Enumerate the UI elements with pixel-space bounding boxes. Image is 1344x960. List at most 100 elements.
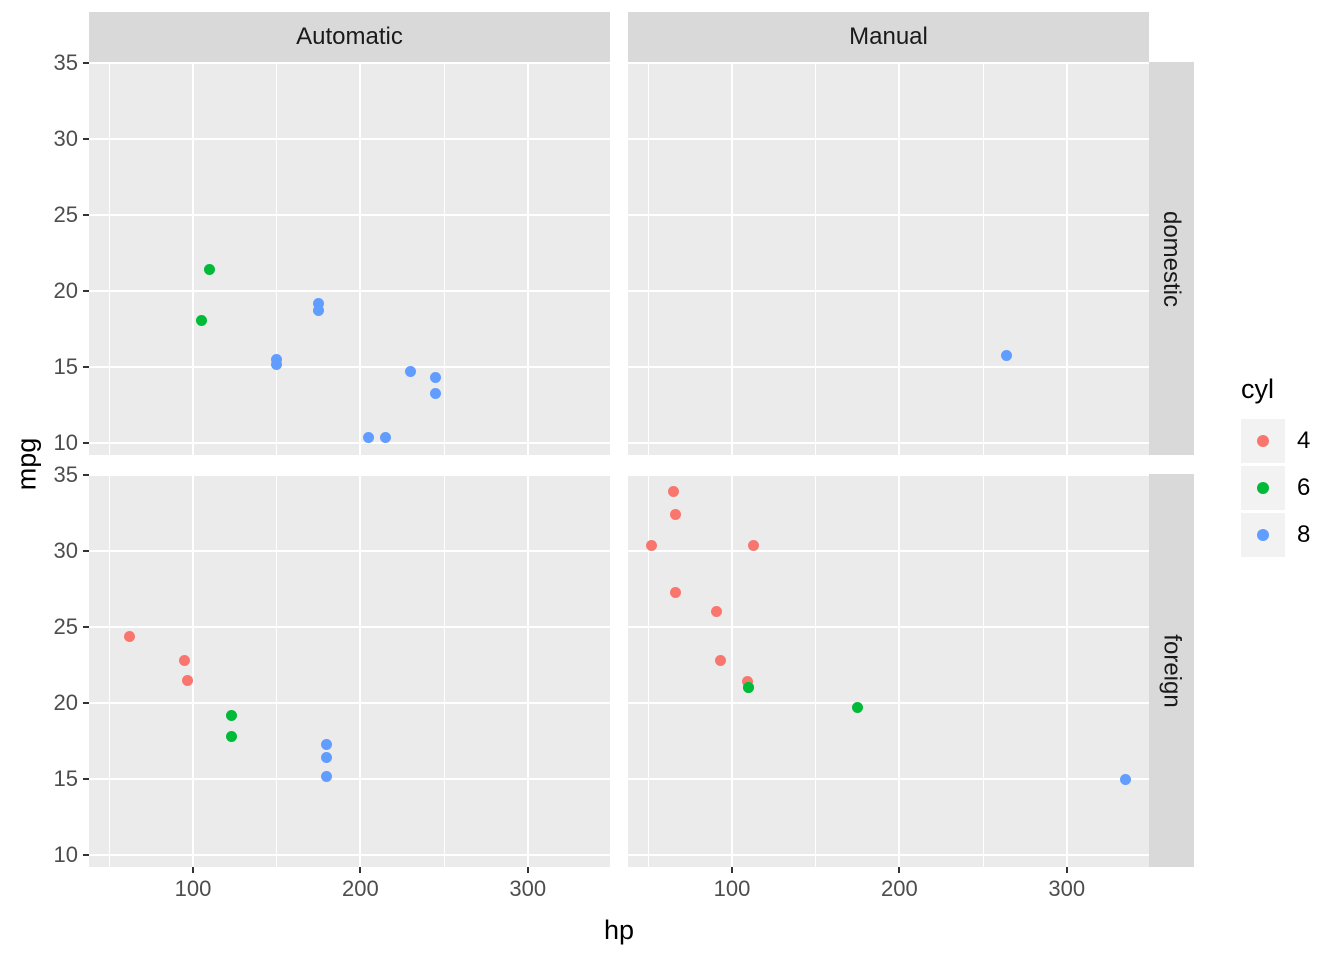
panel-automatic-domestic [89,62,610,455]
data-point [363,431,375,443]
x-axis-tick [731,867,734,873]
minor-gridline [276,474,278,867]
data-point [1000,349,1012,361]
point-icon [1257,529,1269,541]
y-tick-label: 20 [53,690,78,716]
data-point [741,676,753,688]
major-gridline [628,550,1149,553]
major-gridline [89,626,610,629]
major-gridline [628,854,1149,857]
y-tick-label: 35 [53,50,78,76]
data-point [321,752,333,764]
x-axis-tick [192,867,195,873]
legend-label: 4 [1297,427,1311,454]
minor-gridline [647,474,649,867]
x-tick-label: 200 [342,876,379,901]
y-tick-label: 15 [53,766,78,792]
major-gridline [89,550,610,553]
facet-strip-label: domestic [1158,210,1186,307]
data-point [430,387,442,399]
data-point [123,630,135,642]
y-tick-label: 25 [53,614,78,640]
major-gridline [89,62,610,65]
major-gridline [192,62,195,455]
data-point [226,731,237,743]
panel-manual-foreign [628,474,1149,867]
major-gridline [89,290,610,293]
panel-manual-domestic [628,62,1149,455]
y-tick-label: 30 [53,126,78,152]
x-tick-label: 200 [881,876,918,901]
data-point [714,655,726,667]
y-tick-label: 25 [53,202,78,228]
facet-strip-automatic: Automatic [89,12,610,62]
y-axis-tick [83,626,89,629]
major-gridline [89,778,610,781]
major-gridline [731,474,734,867]
y-axis-tick [83,290,89,293]
minor-gridline [982,62,984,455]
facet-strip-label: foreign [1158,633,1186,708]
y-tick-label: 20 [53,278,78,304]
point-icon [1257,435,1269,447]
legend-label: 6 [1297,474,1311,501]
major-gridline [628,214,1149,217]
data-point [743,682,755,694]
data-point [748,539,760,551]
x-tick-label: 100 [713,876,751,901]
major-gridline [1065,62,1068,455]
y-axis-tick [83,550,89,553]
data-point [313,297,325,309]
major-gridline [89,474,610,477]
major-gridline [89,442,610,445]
minor-gridline [815,62,817,455]
major-gridline [359,62,362,455]
major-gridline [628,366,1149,369]
data-point [852,702,864,714]
data-point [182,674,194,686]
y-axis-tick [83,854,89,857]
x-axis-tick [1065,867,1068,873]
data-point [195,314,207,326]
major-gridline [89,702,610,705]
minor-gridline [815,474,817,867]
major-gridline [89,138,610,141]
data-point [321,738,333,750]
x-tick-label: 100 [174,876,212,901]
data-point [646,539,658,551]
major-gridline [628,474,1149,477]
major-gridline [628,626,1149,629]
facet-strip-foreign: foreign [1149,474,1194,867]
minor-gridline [982,474,984,867]
minor-gridline [276,62,278,455]
x-tick-label: 300 [509,876,547,901]
x-axis-tick [898,867,901,873]
legend-item-cyl-6: 6 [1241,466,1310,510]
data-point [271,358,283,370]
major-gridline [359,474,362,867]
data-point [179,655,191,667]
point-icon [1257,482,1269,494]
major-gridline [898,62,901,455]
major-gridline [192,474,195,867]
legend-label: 8 [1297,521,1311,548]
panel-automatic-foreign [89,474,610,867]
legend-item-cyl-4: 4 [1241,419,1310,463]
major-gridline [628,778,1149,781]
data-point [321,770,333,782]
major-gridline [1065,474,1068,867]
legend: cyl 4 6 8 [1241,374,1310,560]
major-gridline [628,442,1149,445]
data-point [204,264,216,276]
major-gridline [628,290,1149,293]
legend-key-swatch [1241,513,1285,557]
data-point [226,709,237,721]
y-tick-label: 35 [53,462,78,488]
legend-item-cyl-8: 8 [1241,513,1310,557]
major-gridline [731,62,734,455]
facet-strip-label: Manual [849,23,928,50]
major-gridline [628,62,1149,65]
x-axis-tick [359,867,362,873]
y-axis-tick [83,62,89,65]
data-point [669,586,681,598]
